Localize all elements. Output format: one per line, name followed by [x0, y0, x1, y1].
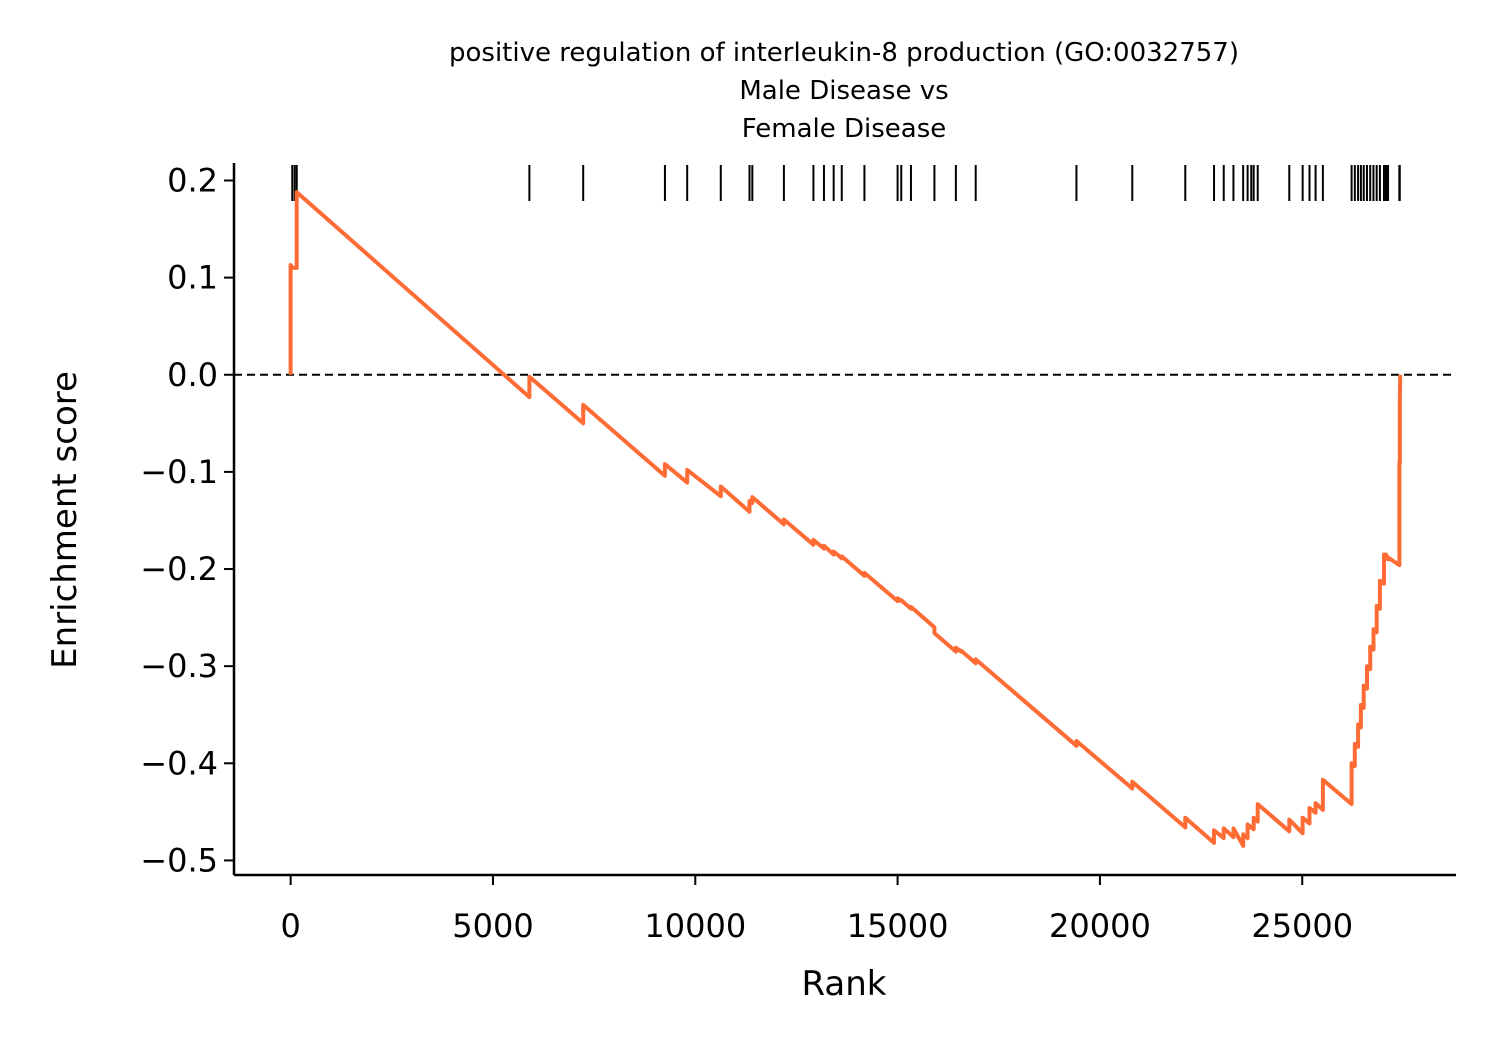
chart-title: positive regulation of interleukin-8 pro…	[449, 38, 1239, 144]
x-axis-label: Rank	[802, 964, 887, 1004]
chart-title-line-1: positive regulation of interleukin-8 pro…	[449, 38, 1239, 68]
x-tick-label: 0	[280, 907, 300, 945]
y-tick-label: −0.3	[140, 647, 218, 685]
chart-title-line-3: Female Disease	[742, 114, 947, 144]
x-tick-label: 10000	[644, 907, 746, 945]
y-tick-label: −0.5	[140, 841, 218, 879]
y-tick-label: 0.0	[167, 356, 218, 394]
gene-hit-markers	[291, 165, 1401, 201]
y-tick-label: 0.2	[167, 161, 218, 199]
x-tick-label: 20000	[1049, 907, 1151, 945]
y-tick-label: −0.4	[140, 744, 218, 782]
y-tick-label: −0.2	[140, 550, 218, 588]
x-axis-ticks: 0 5000 10000 15000 20000 25000	[280, 875, 1353, 945]
x-tick-label: 5000	[452, 907, 533, 945]
y-axis-label: Enrichment score	[45, 371, 85, 669]
x-tick-label: 15000	[847, 907, 949, 945]
y-tick-label: 0.1	[167, 259, 218, 297]
y-tick-label: −0.1	[140, 453, 218, 491]
enrichment-score-line	[288, 190, 1403, 848]
y-axis-ticks: 0.2 0.1 0.0 −0.1 −0.2 −0.3 −0.4 −0.5	[140, 161, 234, 879]
x-tick-label: 25000	[1251, 907, 1353, 945]
chart-title-line-2: Male Disease vs	[739, 76, 948, 106]
